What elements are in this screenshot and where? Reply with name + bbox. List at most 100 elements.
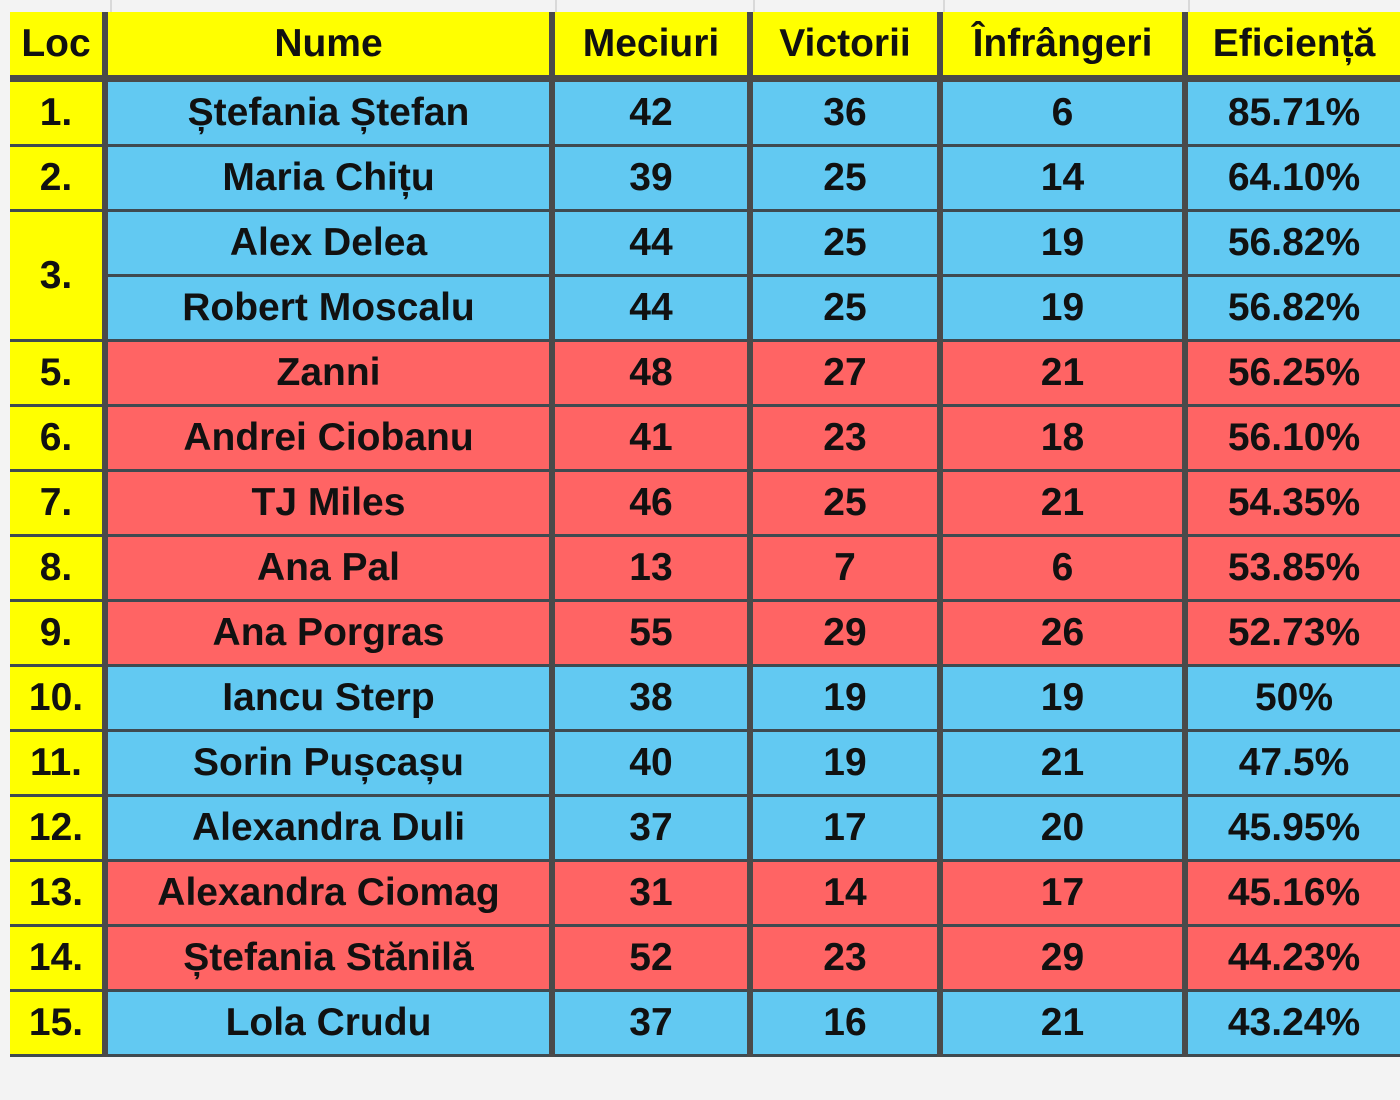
cell-loc[interactable]: 2. bbox=[10, 144, 108, 212]
cell-victorii[interactable]: 25 bbox=[747, 274, 943, 342]
cell-name[interactable]: Iancu Sterp bbox=[102, 664, 555, 732]
cell-infrangeri[interactable]: 17 bbox=[937, 859, 1188, 927]
cell-eficienta[interactable]: 47.5% bbox=[1182, 729, 1400, 797]
cell-meciuri[interactable]: 13 bbox=[549, 534, 753, 602]
cell-victorii[interactable]: 36 bbox=[747, 77, 943, 147]
header-eficienta[interactable]: Eficiență bbox=[1182, 12, 1400, 82]
sheet-gridline bbox=[555, 0, 557, 12]
cell-name[interactable]: Ana Pal bbox=[102, 534, 555, 602]
cell-meciuri[interactable]: 48 bbox=[549, 339, 753, 407]
cell-eficienta[interactable]: 85.71% bbox=[1182, 77, 1400, 147]
cell-infrangeri[interactable]: 19 bbox=[937, 209, 1188, 277]
cell-name[interactable]: Alexandra Duli bbox=[102, 794, 555, 862]
cell-victorii[interactable]: 23 bbox=[747, 924, 943, 992]
cell-name[interactable]: Maria Chițu bbox=[102, 144, 555, 212]
cell-victorii[interactable]: 25 bbox=[747, 209, 943, 277]
cell-victorii[interactable]: 27 bbox=[747, 339, 943, 407]
cell-loc[interactable]: 6. bbox=[10, 404, 108, 472]
cell-loc[interactable]: 9. bbox=[10, 599, 108, 667]
cell-loc[interactable]: 11. bbox=[10, 729, 108, 797]
cell-infrangeri[interactable]: 6 bbox=[937, 534, 1188, 602]
cell-infrangeri[interactable]: 20 bbox=[937, 794, 1188, 862]
cell-loc[interactable]: 3. bbox=[10, 209, 108, 342]
table-row: 5. Zanni 48 27 21 56.25% bbox=[10, 339, 1400, 407]
cell-meciuri[interactable]: 46 bbox=[549, 469, 753, 537]
cell-name[interactable]: Ștefania Ștefan bbox=[102, 77, 555, 147]
cell-infrangeri[interactable]: 21 bbox=[937, 989, 1188, 1057]
cell-meciuri[interactable]: 31 bbox=[549, 859, 753, 927]
cell-name[interactable]: Ștefania Stănilă bbox=[102, 924, 555, 992]
cell-eficienta[interactable]: 50% bbox=[1182, 664, 1400, 732]
cell-infrangeri[interactable]: 21 bbox=[937, 339, 1188, 407]
cell-meciuri[interactable]: 52 bbox=[549, 924, 753, 992]
cell-infrangeri[interactable]: 29 bbox=[937, 924, 1188, 992]
header-loc[interactable]: Loc bbox=[10, 12, 108, 82]
header-infrangeri[interactable]: Înfrângeri bbox=[937, 12, 1188, 82]
cell-infrangeri[interactable]: 6 bbox=[937, 77, 1188, 147]
table-row: 2. Maria Chițu 39 25 14 64.10% bbox=[10, 144, 1400, 212]
cell-infrangeri[interactable]: 19 bbox=[937, 274, 1188, 342]
cell-loc[interactable]: 15. bbox=[10, 989, 108, 1057]
cell-loc[interactable]: 10. bbox=[10, 664, 108, 732]
cell-eficienta[interactable]: 56.82% bbox=[1182, 274, 1400, 342]
cell-eficienta[interactable]: 64.10% bbox=[1182, 144, 1400, 212]
cell-victorii[interactable]: 19 bbox=[747, 729, 943, 797]
cell-infrangeri[interactable]: 21 bbox=[937, 729, 1188, 797]
cell-loc[interactable]: 14. bbox=[10, 924, 108, 992]
cell-meciuri[interactable]: 55 bbox=[549, 599, 753, 667]
cell-meciuri[interactable]: 37 bbox=[549, 794, 753, 862]
cell-eficienta[interactable]: 44.23% bbox=[1182, 924, 1400, 992]
cell-eficienta[interactable]: 56.10% bbox=[1182, 404, 1400, 472]
cell-eficienta[interactable]: 45.95% bbox=[1182, 794, 1400, 862]
cell-victorii[interactable]: 25 bbox=[747, 469, 943, 537]
cell-name[interactable]: TJ Miles bbox=[102, 469, 555, 537]
cell-victorii[interactable]: 7 bbox=[747, 534, 943, 602]
cell-infrangeri[interactable]: 19 bbox=[937, 664, 1188, 732]
cell-eficienta[interactable]: 56.82% bbox=[1182, 209, 1400, 277]
cell-name[interactable]: Ana Porgras bbox=[102, 599, 555, 667]
cell-name[interactable]: Lola Crudu bbox=[102, 989, 555, 1057]
cell-loc[interactable]: 1. bbox=[10, 77, 108, 147]
cell-loc[interactable]: 8. bbox=[10, 534, 108, 602]
cell-loc[interactable]: 5. bbox=[10, 339, 108, 407]
cell-infrangeri[interactable]: 26 bbox=[937, 599, 1188, 667]
cell-meciuri[interactable]: 41 bbox=[549, 404, 753, 472]
cell-infrangeri[interactable]: 18 bbox=[937, 404, 1188, 472]
cell-eficienta[interactable]: 45.16% bbox=[1182, 859, 1400, 927]
cell-victorii[interactable]: 23 bbox=[747, 404, 943, 472]
cell-name[interactable]: Andrei Ciobanu bbox=[102, 404, 555, 472]
cell-meciuri[interactable]: 39 bbox=[549, 144, 753, 212]
cell-victorii[interactable]: 19 bbox=[747, 664, 943, 732]
cell-name[interactable]: Zanni bbox=[102, 339, 555, 407]
cell-meciuri[interactable]: 37 bbox=[549, 989, 753, 1057]
cell-eficienta[interactable]: 56.25% bbox=[1182, 339, 1400, 407]
cell-victorii[interactable]: 29 bbox=[747, 599, 943, 667]
cell-name[interactable]: Robert Moscalu bbox=[102, 274, 555, 342]
cell-eficienta[interactable]: 43.24% bbox=[1182, 989, 1400, 1057]
cell-name[interactable]: Sorin Pușcașu bbox=[102, 729, 555, 797]
cell-eficienta[interactable]: 52.73% bbox=[1182, 599, 1400, 667]
header-victorii[interactable]: Victorii bbox=[747, 12, 943, 82]
cell-victorii[interactable]: 17 bbox=[747, 794, 943, 862]
table-row: 15. Lola Crudu 37 16 21 43.24% bbox=[10, 989, 1400, 1057]
sheet-gridline bbox=[753, 0, 755, 12]
cell-victorii[interactable]: 25 bbox=[747, 144, 943, 212]
cell-meciuri[interactable]: 42 bbox=[549, 77, 753, 147]
cell-meciuri[interactable]: 44 bbox=[549, 274, 753, 342]
cell-infrangeri[interactable]: 21 bbox=[937, 469, 1188, 537]
cell-meciuri[interactable]: 40 bbox=[549, 729, 753, 797]
header-meciuri[interactable]: Meciuri bbox=[549, 12, 753, 82]
cell-name[interactable]: Alex Delea bbox=[102, 209, 555, 277]
cell-name[interactable]: Alexandra Ciomag bbox=[102, 859, 555, 927]
cell-meciuri[interactable]: 38 bbox=[549, 664, 753, 732]
cell-eficienta[interactable]: 53.85% bbox=[1182, 534, 1400, 602]
cell-meciuri[interactable]: 44 bbox=[549, 209, 753, 277]
cell-victorii[interactable]: 16 bbox=[747, 989, 943, 1057]
cell-victorii[interactable]: 14 bbox=[747, 859, 943, 927]
cell-infrangeri[interactable]: 14 bbox=[937, 144, 1188, 212]
cell-eficienta[interactable]: 54.35% bbox=[1182, 469, 1400, 537]
cell-loc[interactable]: 12. bbox=[10, 794, 108, 862]
cell-loc[interactable]: 13. bbox=[10, 859, 108, 927]
header-nume[interactable]: Nume bbox=[102, 12, 555, 82]
cell-loc[interactable]: 7. bbox=[10, 469, 108, 537]
